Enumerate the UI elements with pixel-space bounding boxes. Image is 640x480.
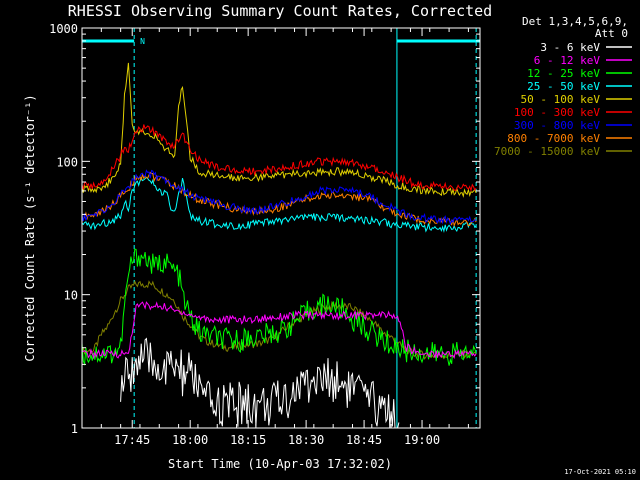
series-line-100-300-kev [81,124,477,193]
axis-ticks: 1 10 100 1000 17:45 18:00 18:15 18:30 18:45 19:00 [49,22,480,447]
x-tick-label: 18:15 [230,433,266,447]
series-layer [81,62,477,429]
y-tick-label: 1000 [49,22,78,36]
series-line-50-100-kev [81,62,477,198]
legend-label: 7000 - 15000 keV [494,145,600,158]
legend-label: 50 - 100 keV [521,93,601,106]
legend-label: 3 - 6 keV [540,41,600,54]
legend-label: 100 - 300 keV [514,106,600,119]
legend-header: Det 1,3,4,5,6,9, [522,15,628,28]
x-tick-label: 19:00 [404,433,440,447]
legend-label: 300 - 800 keV [514,119,600,132]
night-marker-label: N [140,37,145,46]
legend-label: 6 - 12 keV [534,54,601,67]
x-axis-label: Start Time (10-Apr-03 17:32:02) [168,457,392,471]
annotation-layer: N [82,28,480,428]
legend-label: 25 - 50 keV [527,80,600,93]
y-tick-label: 1 [71,422,78,436]
series-line-3-6-kev [120,337,400,429]
legend-label: 800 - 7000 keV [507,132,600,145]
legend-label: 12 - 25 keV [527,67,600,80]
x-tick-label: 17:45 [114,433,150,447]
series-line-12-25-kev [81,248,477,367]
plot-border [81,27,481,429]
footer-timestamp: 17-Oct-2021 05:10 [564,468,636,476]
x-tick-label: 18:30 [288,433,324,447]
series-line-300-800-kev [81,169,477,226]
series-line-25-50-kev [81,176,477,233]
chart-title: RHESSI Observing Summary Count Rates, Co… [68,2,492,20]
y-tick-label: 10 [64,289,78,303]
x-tick-label: 18:45 [346,433,382,447]
plot-frame [81,27,481,429]
y-tick-label: 100 [56,155,78,169]
y-axis-label: Corrected Count Rate (s⁻¹ detector⁻¹) [23,94,37,361]
series-line-6-12-kev [81,301,477,360]
x-tick-label: 18:00 [172,433,208,447]
legend-header: Att 0 [595,27,628,40]
